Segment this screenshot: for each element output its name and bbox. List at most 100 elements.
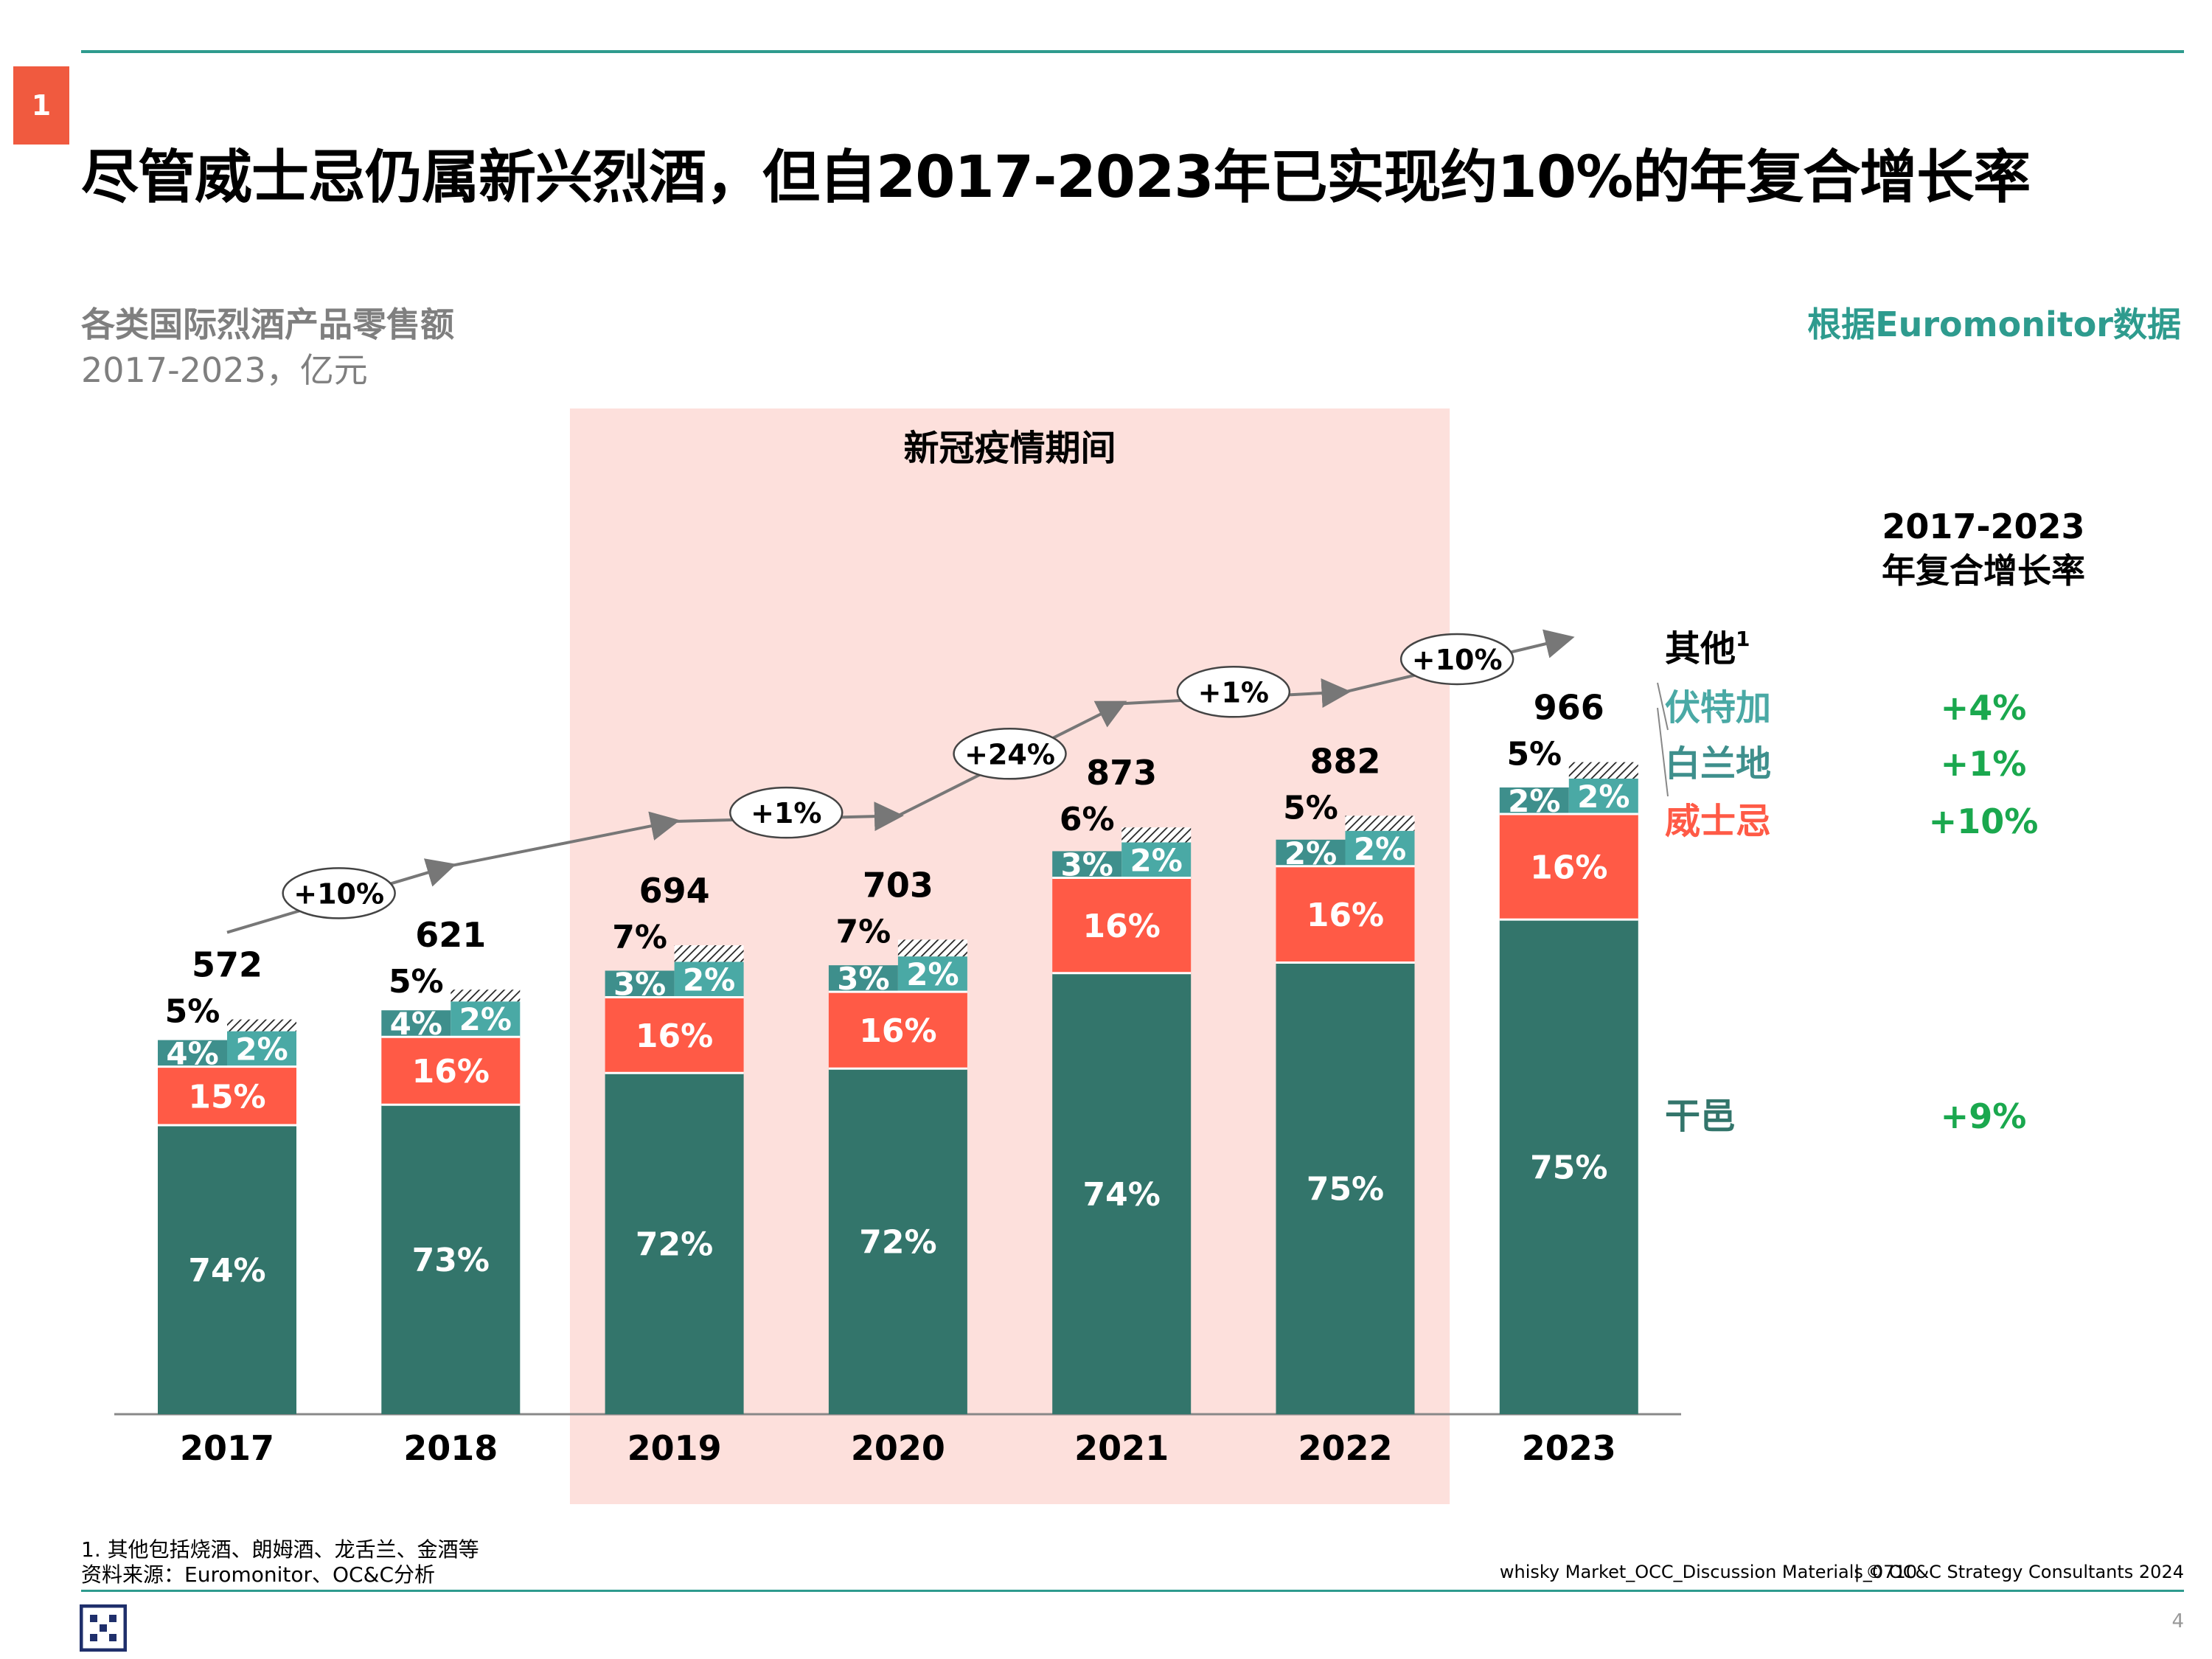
- cagr-value-brandy: +1%: [1941, 744, 2027, 784]
- bar-segment-brandy: [1499, 787, 1569, 814]
- data-label-brandy: 2%: [1508, 783, 1560, 819]
- bar-segment-wine: [1052, 973, 1192, 1414]
- legend-label-vodka: 伏特加: [1665, 687, 1771, 728]
- legend-label-wine: 干邑: [1665, 1096, 1736, 1137]
- bar-segment-wine: [1276, 962, 1415, 1414]
- bar-segment-other: [451, 990, 521, 1002]
- bar-segment-whisky: [605, 997, 744, 1074]
- bar-segment-wine: [605, 1073, 744, 1414]
- legend-label-whisky: 威士忌: [1665, 801, 1771, 842]
- bar-segment-vodka: [1568, 778, 1638, 814]
- data-label-vodka: 2%: [683, 961, 735, 998]
- data-label-whisky: 16%: [1083, 908, 1161, 945]
- occ-logo-icon: [80, 1604, 127, 1652]
- data-label-other: 5%: [1283, 789, 1338, 827]
- bar-segment-brandy: [828, 965, 898, 992]
- data-label-vodka: 2%: [459, 1001, 512, 1037]
- bar-segment-other: [1345, 815, 1415, 831]
- data-label-vodka: 2%: [906, 956, 959, 992]
- bar-segment-vodka: [451, 1001, 521, 1037]
- cagr-header-period: 2017-2023: [1882, 507, 2084, 546]
- bar-segment-whisky: [381, 1037, 521, 1105]
- growth-label: +24%: [964, 738, 1055, 771]
- bar-total-label: 572: [192, 945, 262, 985]
- data-label-wine: 73%: [412, 1242, 490, 1279]
- legend-leader-line: [1657, 707, 1669, 797]
- bar-segment-vodka: [897, 956, 967, 992]
- data-label-brandy: 3%: [613, 966, 666, 1002]
- data-label-whisky: 15%: [188, 1078, 265, 1116]
- page-title: 尽管威士忌仍属新兴烈酒，但自2017-2023年已实现约10%的年复合增长率: [81, 145, 2031, 211]
- footer-copyright: | © OC&C Strategy Consultants 2024: [1854, 1562, 2184, 1582]
- bar-segment-brandy: [1276, 839, 1346, 866]
- cagr-value-vodka: +4%: [1941, 688, 2027, 728]
- data-label-whisky: 16%: [636, 1018, 713, 1055]
- data-label-brandy: 2%: [1284, 835, 1337, 872]
- data-label-brandy: 4%: [390, 1006, 442, 1042]
- data-label-brandy: 3%: [837, 961, 889, 997]
- legend-label-other: 其他1: [1665, 627, 1750, 669]
- data-label-vodka: 2%: [235, 1032, 288, 1068]
- source-note: 资料来源：Euromonitor、OC&C分析: [81, 1562, 435, 1587]
- x-tick-label: 2023: [1522, 1428, 1616, 1468]
- data-label-wine: 72%: [859, 1224, 936, 1262]
- bar-segment-other: [897, 939, 967, 957]
- data-label-wine: 75%: [1530, 1150, 1607, 1187]
- bar-segment-vodka: [1121, 842, 1192, 878]
- data-source-tag: 根据Euromonitor数据: [1807, 305, 2181, 344]
- bar-total-label: 882: [1310, 741, 1380, 781]
- x-tick-label: 2018: [403, 1428, 498, 1468]
- data-label-whisky: 16%: [412, 1053, 490, 1091]
- bar-segment-brandy: [605, 970, 675, 998]
- data-label-other: 6%: [1060, 801, 1115, 838]
- growth-label-bubble: [729, 786, 844, 839]
- bar-segment-vodka: [1345, 830, 1415, 866]
- data-label-wine: 75%: [1307, 1171, 1384, 1208]
- covid-period-label: 新冠疫情期间: [904, 428, 1116, 469]
- bar-total-label: 621: [415, 915, 486, 955]
- footnote: 1. 其他包括烧酒、朗姆酒、龙舌兰、金酒等: [81, 1537, 479, 1562]
- bar-segment-brandy: [381, 1010, 451, 1037]
- data-label-other: 5%: [1506, 736, 1562, 773]
- data-label-other: 5%: [165, 993, 220, 1031]
- data-label-wine: 72%: [636, 1226, 713, 1264]
- growth-label: +10%: [293, 877, 384, 910]
- bar-segment-whisky: [1499, 813, 1638, 920]
- chart-unit: 2017-2023，亿元: [81, 350, 368, 390]
- growth-label-bubble: [1399, 633, 1514, 686]
- growth-label: +10%: [1412, 644, 1503, 676]
- data-label-wine: 74%: [188, 1252, 265, 1290]
- bar-total-label: 694: [639, 871, 710, 911]
- growth-label-bubble: [1176, 666, 1291, 718]
- x-tick-label: 2021: [1074, 1428, 1169, 1468]
- legend-leader-line: [1657, 682, 1669, 731]
- bar-segment-whisky: [158, 1066, 296, 1126]
- data-label-wine: 74%: [1083, 1176, 1161, 1214]
- bar-segment-other: [1568, 762, 1638, 779]
- bar-segment-wine: [381, 1105, 521, 1414]
- x-tick-label: 2017: [180, 1428, 274, 1468]
- top-divider: [81, 50, 2184, 53]
- bar-segment-whisky: [1052, 877, 1192, 973]
- growth-label-bubble: [282, 867, 396, 919]
- bar-segment-vodka: [674, 961, 744, 998]
- data-label-vodka: 2%: [1354, 831, 1406, 867]
- data-label-other: 7%: [836, 913, 891, 950]
- growth-label: +1%: [1198, 676, 1269, 709]
- bar-segment-brandy: [1052, 851, 1122, 878]
- growth-label-bubble: [953, 728, 1067, 780]
- bar-segment-other: [674, 945, 744, 962]
- bar-total-label: 703: [863, 865, 933, 905]
- legend-label-brandy: 白兰地: [1665, 743, 1771, 785]
- bar-segment-whisky: [1276, 866, 1415, 963]
- data-label-vodka: 2%: [1577, 779, 1630, 815]
- cagr-header-label: 年复合增长率: [1882, 551, 2085, 591]
- bar-segment-whisky: [828, 992, 967, 1069]
- cagr-value-whisky: +10%: [1929, 801, 2039, 841]
- bar-total-label: 873: [1086, 753, 1157, 793]
- bottom-divider: [81, 1590, 2184, 1592]
- data-label-whisky: 16%: [1530, 849, 1607, 887]
- trend-arrow-segment: [450, 811, 681, 868]
- bar-segment-other: [1121, 827, 1192, 843]
